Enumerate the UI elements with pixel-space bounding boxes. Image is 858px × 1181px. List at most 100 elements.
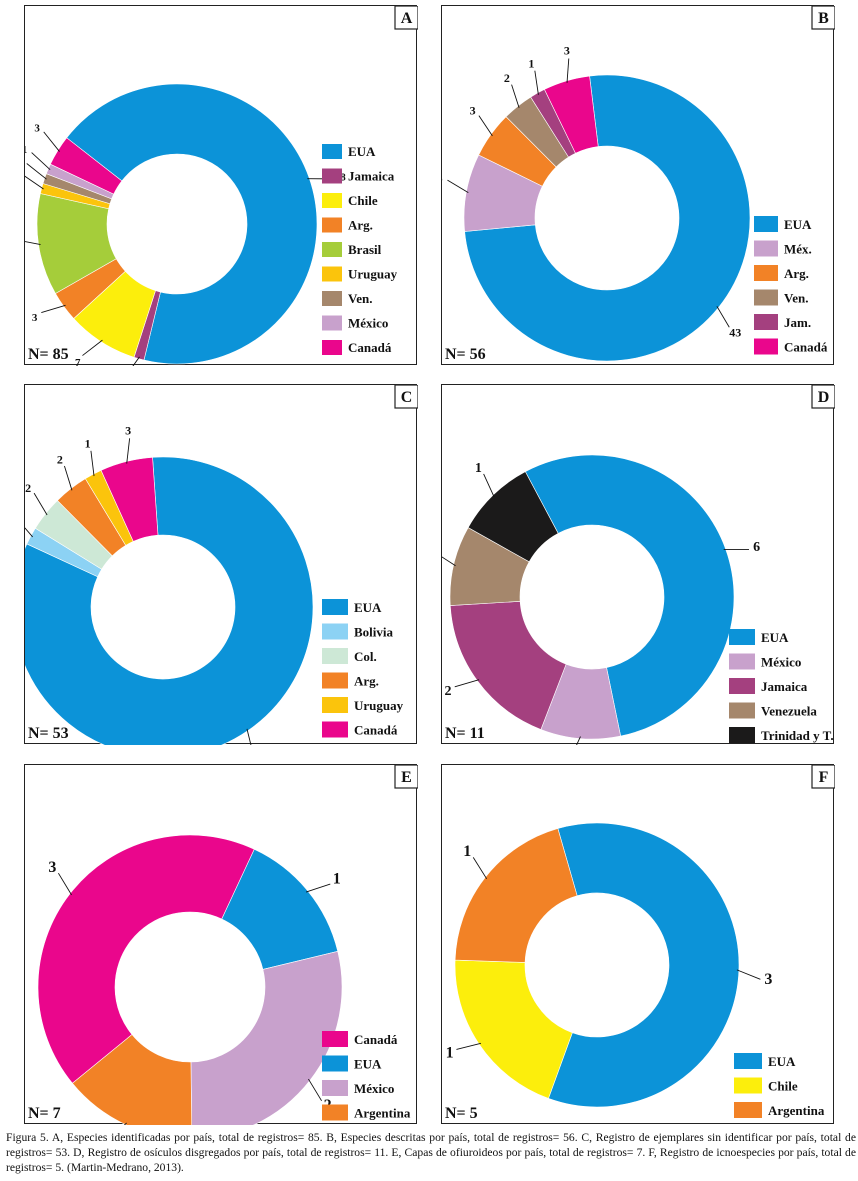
- slice-f-eua: [548, 822, 740, 1108]
- legend-swatch-f-chile: [734, 1077, 762, 1094]
- legend-label-a-chile: Chile: [348, 193, 378, 208]
- donut-chart-b: 43 5 3 2 1 3 EUA Méx. Arg. Ven. Jam. Canadá B N= 56: [442, 6, 835, 363]
- donut-chart-e: 1213CanadáEUAMéxicoArgentinaEN= 7: [28, 765, 418, 1125]
- legend-label-c-arg: Arg.: [354, 674, 379, 689]
- legend-swatch-c-arg: [322, 672, 348, 689]
- panel-letter-box-f: [811, 765, 835, 789]
- leader-line-c-eua: [246, 728, 252, 745]
- legend-swatch-d-mexico: [729, 653, 755, 670]
- legend-swatch-c-eua: [322, 599, 348, 615]
- panel-letter-box-b: [811, 6, 835, 30]
- legend-swatch-a-eua: [322, 144, 342, 159]
- slice-d-jamaica: [449, 601, 567, 730]
- leader-line-b-mex: [447, 179, 469, 194]
- legend-swatch-c-bolivia: [322, 623, 348, 640]
- data-label-c-arg: 2: [57, 452, 63, 466]
- legend-label-a-arg: Arg.: [348, 218, 373, 233]
- leader-line-d-venezuela: [442, 556, 456, 567]
- data-label-b-ven: 2: [504, 71, 510, 85]
- total-label-a: N= 85: [28, 346, 69, 363]
- data-label-d-jamaica: 2: [445, 684, 452, 699]
- data-label-a-mexico: 1: [25, 144, 27, 156]
- legend-label-d-mexico: México: [761, 655, 801, 670]
- legend-swatch-e-eua: [322, 1055, 348, 1072]
- chart-panel-c: 4412213EUABoliviaCol.Arg.UruguayCanadáCN…: [24, 384, 418, 745]
- donut-chart-d: 61211EUAMéxicoJamaicaVenezuelaTrinidad y…: [442, 385, 835, 745]
- legend-swatch-b-eua: [754, 216, 778, 232]
- leader-line-d-trinidad-y-t: [483, 473, 495, 498]
- leader-line-a-ven: [26, 163, 47, 180]
- data-label-b-arg: 3: [470, 104, 476, 118]
- leader-line-a-uruguay: [25, 175, 44, 190]
- legend-label-f-argentina: Argentina: [768, 1103, 825, 1118]
- legend-swatch-a-arg: [322, 217, 342, 233]
- legend-swatch-d-venezuela: [729, 702, 755, 719]
- leader-line-a-chile: [82, 339, 103, 356]
- leader-line-f-chile: [456, 1042, 482, 1050]
- slice-c-canada: [100, 457, 159, 542]
- data-label-e-eua: 1: [333, 870, 341, 887]
- leader-line-e-mexico: [308, 1078, 322, 1102]
- legend-swatch-a-mexico: [322, 315, 342, 331]
- legend-label-e-argentina: Argentina: [354, 1106, 411, 1121]
- legend-label-f-eua: EUA: [768, 1054, 796, 1069]
- panel-letter-box-e: [394, 765, 418, 789]
- slice-b-canada: [544, 75, 599, 154]
- leader-line-f-argentina: [472, 857, 488, 880]
- legend-swatch-b-mex: [754, 240, 778, 257]
- figure-caption: Figura 5. A, Especies identificadas por …: [6, 1131, 856, 1174]
- slice-f-chile: [454, 959, 573, 1099]
- slice-b-eua: [464, 74, 751, 362]
- legend-label-a-mexico: México: [348, 316, 388, 331]
- legend-label-f-chile: Chile: [768, 1079, 798, 1094]
- leader-line-b-canada: [566, 58, 570, 83]
- legend-label-c-canada: Canadá: [354, 723, 398, 738]
- slice-d-eua: [524, 454, 735, 737]
- slice-a-canada: [50, 137, 123, 195]
- panel-letter-box-c: [394, 385, 418, 409]
- legend-swatch-b-arg: [754, 265, 778, 281]
- legend-label-e-mexico: México: [354, 1081, 394, 1096]
- data-label-c-canada: 3: [125, 423, 131, 437]
- legend-label-c-col: Col.: [354, 649, 377, 664]
- legend-swatch-e-mexico: [322, 1080, 348, 1096]
- legend-label-e-eua: EUA: [354, 1057, 382, 1072]
- chart-panel-a: 58173101113EUAJamaicaChileArg.BrasilUrug…: [24, 5, 418, 366]
- panel-letter-a: A: [401, 10, 413, 27]
- data-label-b-jam: 1: [528, 57, 534, 71]
- chart-panel-e: 1213CanadáEUAMéxicoArgentinaEN= 7: [24, 764, 418, 1125]
- legend-swatch-a-jamaica: [322, 168, 342, 184]
- data-label-d-eua: 6: [753, 540, 760, 555]
- slice-a-eua: [66, 83, 318, 365]
- legend-swatch-f-eua: [734, 1053, 762, 1069]
- chart-panel-f: 3 1 1 EUA Chile Argentina F N= 5: [441, 764, 835, 1124]
- legend-label-a-uruguay: Uruguay: [348, 267, 398, 282]
- leader-line-e-eua: [305, 883, 331, 893]
- legend-label-b-eua: EUA: [784, 217, 812, 232]
- panel-letter-box-a: [394, 6, 418, 30]
- legend-swatch-c-uruguay: [322, 697, 348, 713]
- leader-line-c-canada: [126, 438, 131, 464]
- data-label-d-trinidad-y-t: 1: [475, 461, 482, 476]
- leader-line-d-mexico: [576, 736, 581, 745]
- legend-label-b-arg: Arg.: [784, 266, 809, 281]
- chart-panel-b: 43 5 3 2 1 3 EUA Méx. Arg. Ven. Jam. Canadá B N= 56: [441, 5, 835, 365]
- legend-label-b-ven: Ven.: [784, 291, 808, 306]
- panel-letter-b: B: [818, 10, 829, 27]
- legend-swatch-b-canada: [754, 338, 778, 355]
- slice-e-mexico: [190, 950, 343, 1125]
- legend-swatch-a-brasil: [322, 242, 342, 257]
- legend-label-a-eua: EUA: [348, 144, 376, 159]
- legend-swatch-a-ven: [322, 291, 342, 306]
- data-label-b-canada: 3: [564, 44, 570, 58]
- legend-label-b-jam: Jam.: [784, 315, 811, 330]
- data-label-f-argentina: 1: [463, 843, 471, 860]
- data-label-c-col: 2: [25, 481, 31, 495]
- leader-line-b-ven: [511, 84, 520, 108]
- leader-line-c-arg: [64, 465, 73, 491]
- total-label-e: N= 7: [28, 1105, 61, 1122]
- legend-label-a-jamaica: Jamaica: [348, 169, 395, 184]
- data-label-b-mex: 5: [442, 171, 443, 185]
- legend-label-d-jamaica: Jamaica: [761, 679, 808, 694]
- legend-label-c-uruguay: Uruguay: [354, 698, 404, 713]
